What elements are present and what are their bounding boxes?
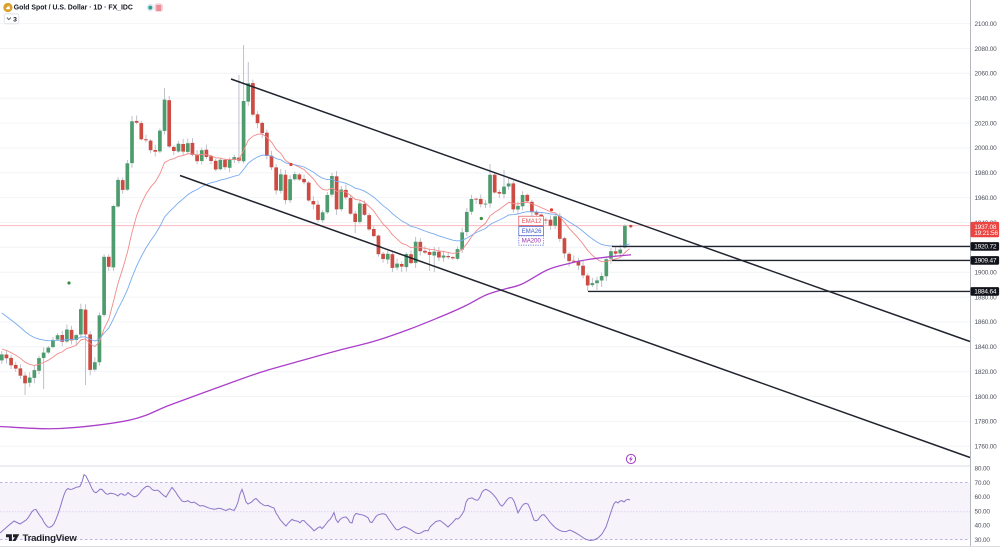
svg-text:2080.00: 2080.00 [975,46,998,53]
svg-text:1840.00: 1840.00 [975,344,998,351]
svg-text:1937.08: 1937.08 [974,224,997,231]
svg-text:1909.47: 1909.47 [974,258,997,265]
svg-text:EMA12: EMA12 [522,219,542,225]
svg-text:60.00: 60.00 [975,494,991,501]
svg-text:70.00: 70.00 [975,480,991,487]
svg-text:40.00: 40.00 [975,523,991,530]
svg-text:2040.00: 2040.00 [975,96,998,103]
svg-text:1880.00: 1880.00 [975,294,998,301]
svg-text:50.00: 50.00 [975,508,991,515]
svg-text:1960.00: 1960.00 [975,195,998,202]
svg-text:2060.00: 2060.00 [975,71,998,78]
svg-text:2000.00: 2000.00 [975,145,998,152]
svg-text:EMA26: EMA26 [522,229,542,235]
svg-text:30.00: 30.00 [975,537,991,544]
svg-text:1860.00: 1860.00 [975,319,998,326]
svg-text:2100.00: 2100.00 [975,21,998,28]
svg-text:MA200: MA200 [522,239,542,245]
svg-text:80.00: 80.00 [975,466,991,473]
svg-text:3: 3 [13,16,17,23]
svg-text:1760.00: 1760.00 [975,444,998,451]
svg-text:1800.00: 1800.00 [975,394,998,401]
svg-text:1980.00: 1980.00 [975,170,998,177]
svg-text:2020.00: 2020.00 [975,120,998,127]
svg-text:TradingView: TradingView [23,533,78,544]
svg-text:1900.00: 1900.00 [975,270,998,277]
svg-text:19:21:56: 19:21:56 [974,230,998,237]
svg-text:1780.00: 1780.00 [975,419,998,426]
svg-text:1820.00: 1820.00 [975,369,998,376]
svg-text:1884.64: 1884.64 [974,289,997,296]
svg-text:Gold Spot / U.S. Dollar · 1D ·: Gold Spot / U.S. Dollar · 1D · FX_IDC [14,5,133,12]
svg-text:1920.72: 1920.72 [974,244,997,251]
